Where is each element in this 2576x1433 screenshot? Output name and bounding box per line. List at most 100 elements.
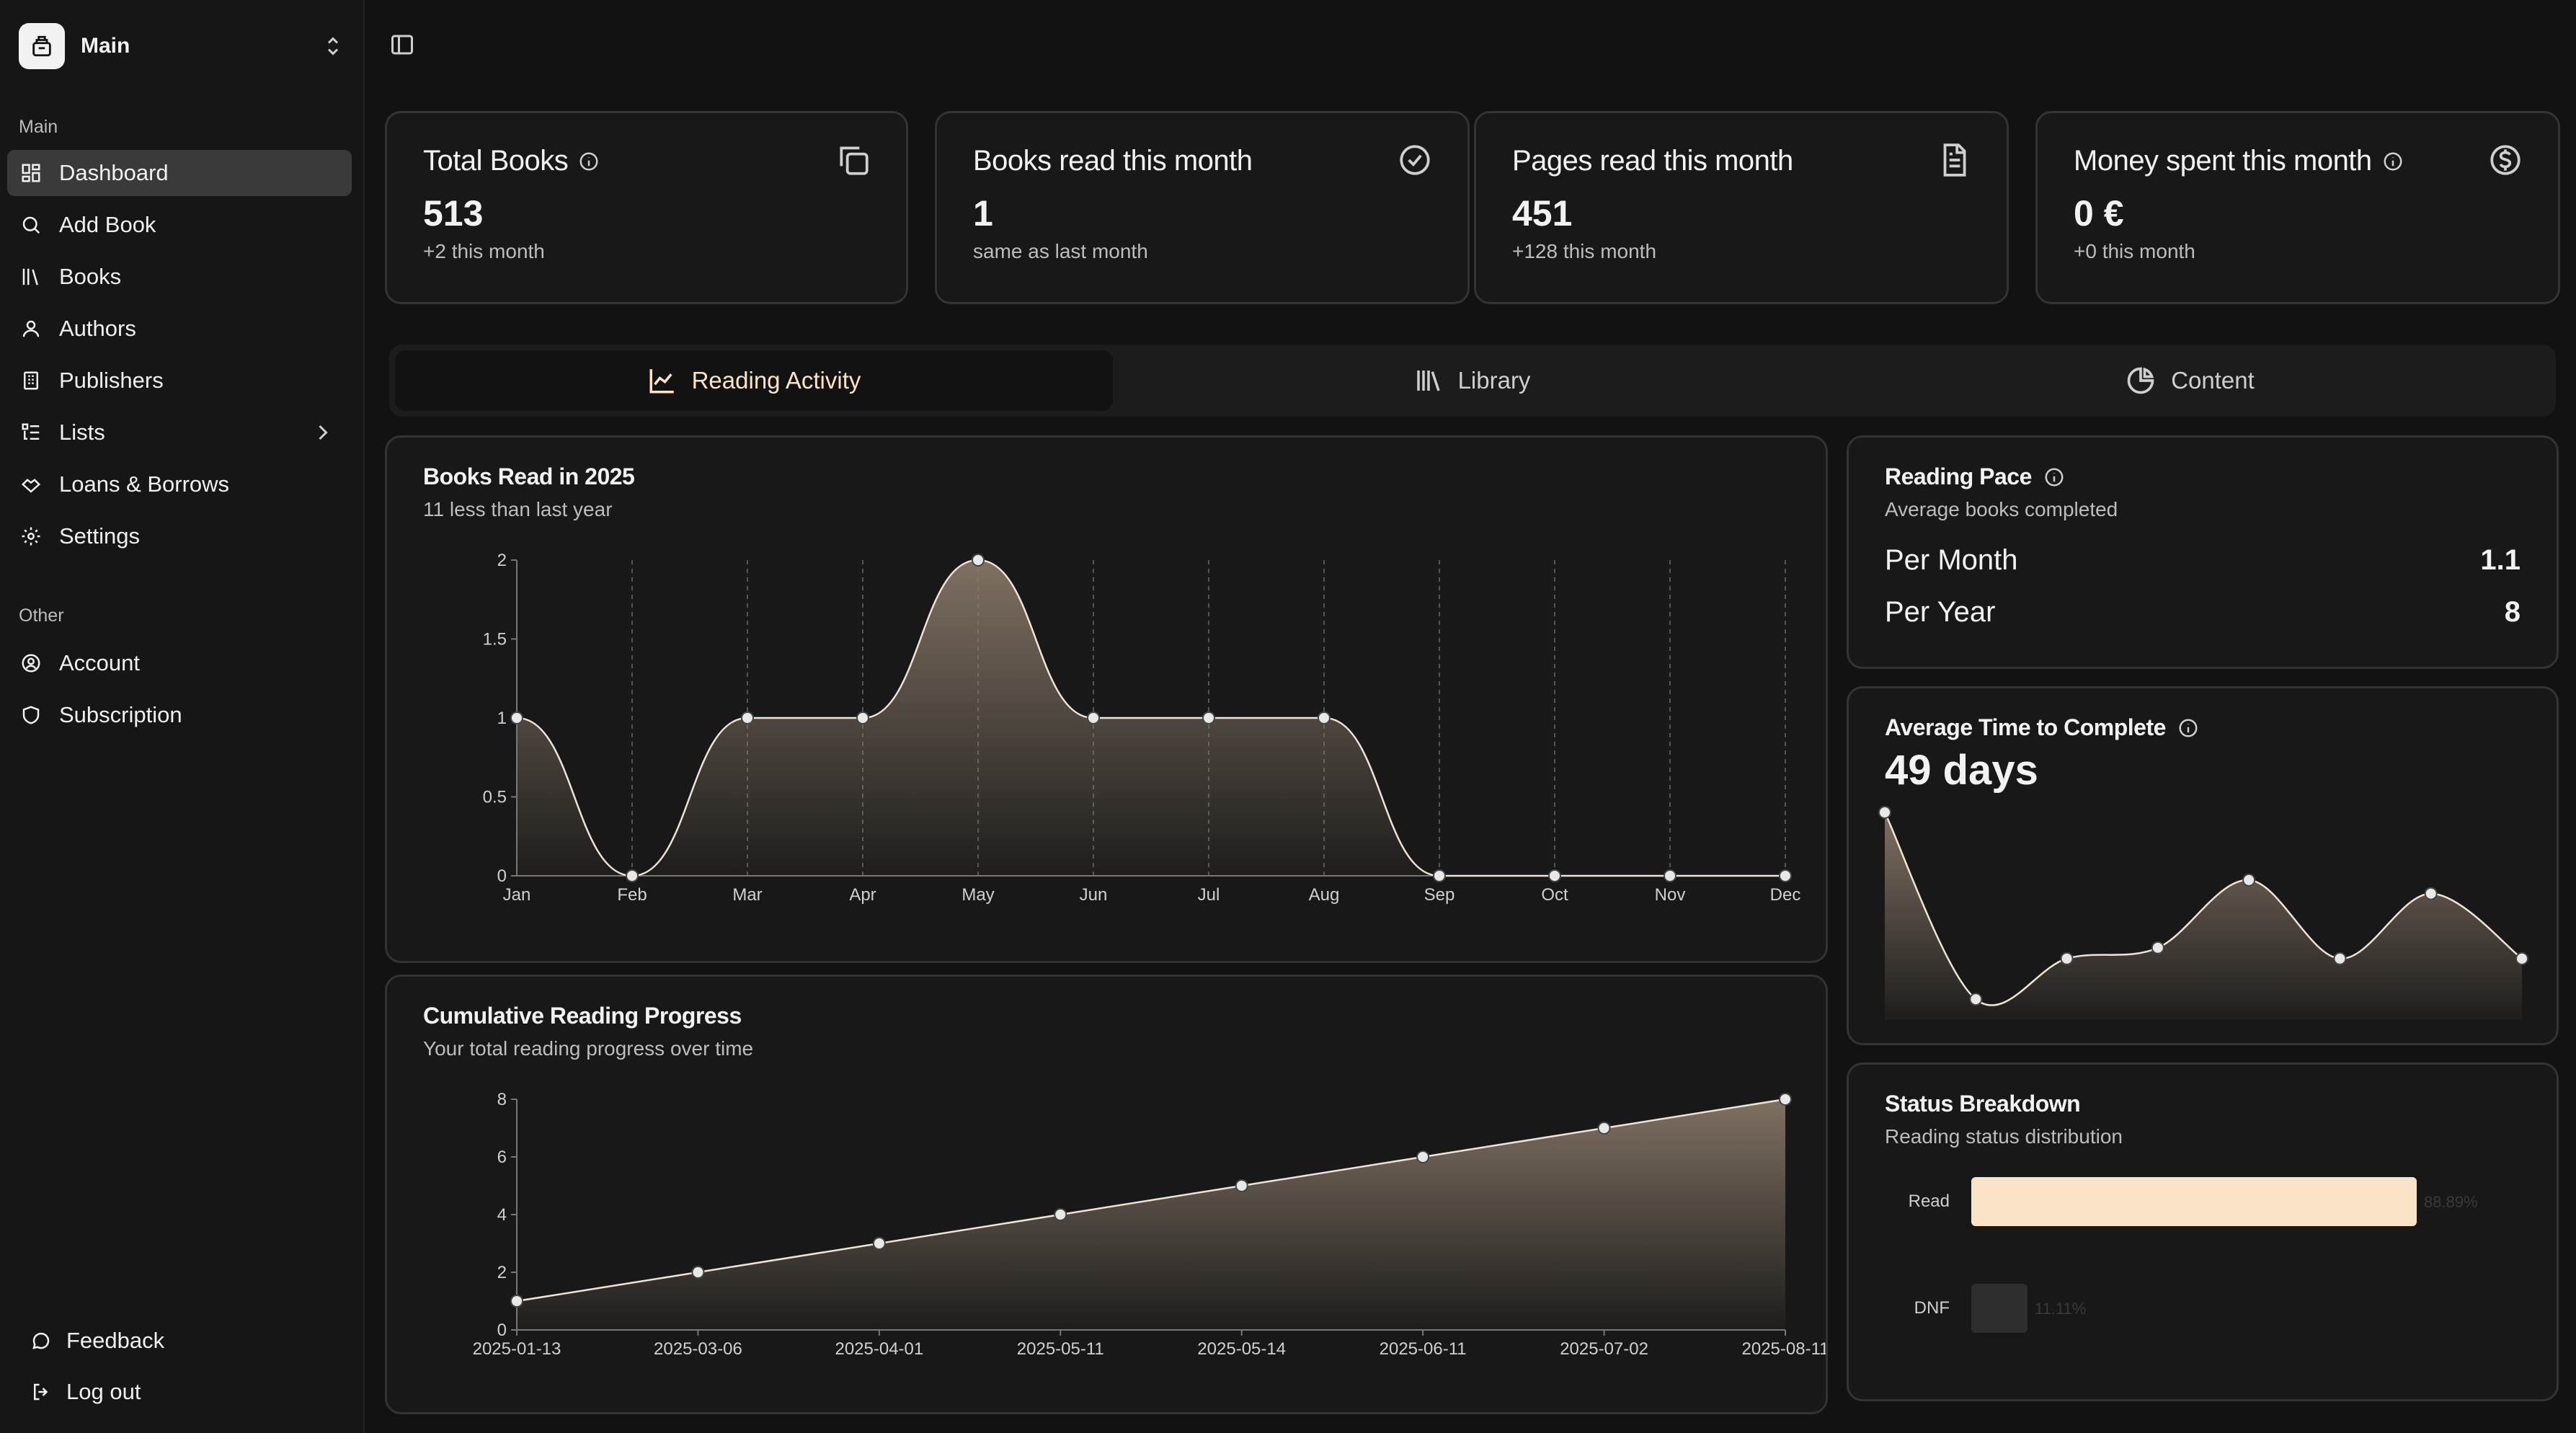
info-icon[interactable] bbox=[2382, 151, 2404, 172]
sidebar-item-lists[interactable]: Lists bbox=[7, 409, 352, 456]
data-point bbox=[1433, 869, 1446, 882]
gear-icon bbox=[19, 524, 43, 549]
card-title: Reading Pace bbox=[1885, 463, 2065, 490]
pace-row-month: Per Month 1.1 bbox=[1885, 544, 2521, 577]
data-point bbox=[691, 1266, 705, 1279]
data-point bbox=[2060, 951, 2074, 965]
card-title: Cumulative Reading Progress bbox=[423, 1003, 742, 1029]
series-line bbox=[516, 1098, 1786, 1303]
reading-pace-card: Reading Pace Average books completed Per… bbox=[1847, 435, 2559, 669]
workspace-name: Main bbox=[81, 34, 130, 58]
x-tick-label: Jul bbox=[1198, 885, 1220, 905]
pace-label: Per Month bbox=[1885, 544, 2018, 576]
data-point bbox=[510, 1295, 523, 1308]
workspace-switcher[interactable]: Main bbox=[19, 23, 346, 69]
info-icon[interactable] bbox=[2043, 466, 2065, 488]
sidebar-item-books[interactable]: Books bbox=[7, 254, 352, 300]
data-point bbox=[856, 711, 869, 724]
sidebar-toggle-icon[interactable] bbox=[389, 32, 415, 58]
list-icon bbox=[19, 420, 43, 445]
y-tick-label: 0.5 bbox=[483, 788, 507, 807]
stat-title: Pages read this month bbox=[1512, 145, 1793, 177]
data-point bbox=[2151, 941, 2164, 954]
card-subtitle: 11 less than last year bbox=[423, 498, 613, 520]
stat-card-pages-read-month: Pages read this month 451 +128 this mont… bbox=[1474, 111, 2009, 304]
dashboard-icon bbox=[19, 161, 43, 185]
stat-value: 451 bbox=[1512, 193, 1573, 234]
workspace-logo-icon bbox=[19, 23, 65, 69]
avg-time-value: 49 days bbox=[1885, 747, 2038, 794]
tab-library[interactable]: Library bbox=[1113, 350, 1831, 411]
stat-title-text: Total Books bbox=[423, 145, 569, 177]
x-tick-label: Jun bbox=[1080, 885, 1108, 905]
card-title: Books Read in 2025 bbox=[423, 463, 635, 489]
stat-sub: same as last month bbox=[973, 240, 1148, 262]
tab-label: Library bbox=[1457, 367, 1531, 394]
stat-title: Money spent this month bbox=[2074, 145, 2404, 177]
x-tick-label: May bbox=[961, 885, 994, 905]
cumulative-chart: 0 2 4 6 8 2025-01-13 2025-03-06 2025-04-01 2025-… bbox=[473, 1090, 1826, 1359]
pace-value: 8 bbox=[2504, 596, 2521, 628]
x-tick-label: 2025-07-02 bbox=[1560, 1339, 1648, 1359]
sidebar-item-label: Dashboard bbox=[59, 160, 169, 185]
sidebar-item-dashboard[interactable]: Dashboard bbox=[7, 150, 352, 196]
bar-read bbox=[1971, 1177, 2417, 1226]
sidebar-item-loans-borrows[interactable]: Loans & Borrows bbox=[7, 461, 352, 507]
x-tick-label: Oct bbox=[1541, 885, 1568, 905]
stat-sub: +128 this month bbox=[1512, 240, 1657, 262]
status-breakdown-card: Status Breakdown Reading status distribu… bbox=[1847, 1062, 2559, 1401]
sidebar-item-add-book[interactable]: Add Book bbox=[7, 202, 352, 248]
tab-label: Content bbox=[2171, 367, 2255, 394]
data-point bbox=[1202, 711, 1215, 724]
sidebar-item-authors[interactable]: Authors bbox=[7, 306, 352, 352]
chart-line-icon bbox=[647, 365, 678, 396]
avg-time-chart bbox=[1878, 806, 2528, 1020]
info-icon[interactable] bbox=[578, 151, 600, 172]
sidebar-item-publishers[interactable]: Publishers bbox=[7, 358, 352, 404]
message-icon bbox=[29, 1328, 53, 1353]
pace-value: 1.1 bbox=[2480, 544, 2521, 576]
sidebar-item-subscription[interactable]: Subscription bbox=[7, 692, 352, 738]
tab-reading-activity[interactable]: Reading Activity bbox=[395, 350, 1113, 411]
card-title-text: Reading Pace bbox=[1885, 463, 2032, 489]
sidebar-item-settings[interactable]: Settings bbox=[7, 513, 352, 559]
data-point bbox=[1664, 869, 1676, 882]
data-point bbox=[1235, 1179, 1248, 1192]
file-text-icon bbox=[1943, 143, 1966, 177]
data-point bbox=[1969, 993, 1983, 1006]
x-tick-label: 2025-08-11 bbox=[1742, 1339, 1826, 1359]
x-tick-label: Feb bbox=[617, 885, 647, 905]
sidebar: Main Main Dashboard Add Book Books Autho… bbox=[0, 0, 365, 1433]
stat-value: 513 bbox=[423, 193, 484, 234]
sidebar-item-label: Publishers bbox=[59, 368, 164, 393]
stat-title-text: Money spent this month bbox=[2074, 145, 2372, 177]
feedback-button[interactable]: Feedback bbox=[29, 1323, 164, 1359]
x-tick-label: Sep bbox=[1424, 885, 1455, 905]
x-tick-label: Jan bbox=[503, 885, 531, 905]
pie-chart-icon bbox=[2125, 365, 2157, 396]
tab-bar: Reading Activity Library Content bbox=[389, 345, 2556, 417]
books-read-card: Books Read in 2025 11 less than last yea… bbox=[385, 435, 1828, 963]
data-point bbox=[2424, 887, 2438, 900]
handshake-icon bbox=[19, 472, 43, 497]
tab-content[interactable]: Content bbox=[1831, 350, 2549, 411]
chevron-right-icon bbox=[319, 425, 328, 440]
logout-button[interactable]: Log out bbox=[29, 1374, 141, 1410]
sidebar-item-label: Loans & Borrows bbox=[59, 471, 230, 497]
data-point bbox=[2242, 873, 2256, 887]
series-line bbox=[516, 559, 1785, 877]
shield-icon bbox=[19, 703, 43, 727]
x-tick-label: 2025-03-06 bbox=[654, 1339, 742, 1359]
x-tick-label: 2025-06-11 bbox=[1380, 1339, 1467, 1359]
x-tick-label: Nov bbox=[1655, 885, 1686, 905]
x-tick-label: Aug bbox=[1309, 885, 1340, 905]
sidebar-item-account[interactable]: Account bbox=[7, 640, 352, 686]
feedback-label: Feedback bbox=[66, 1328, 165, 1353]
info-icon[interactable] bbox=[2177, 717, 2199, 739]
stat-card-money-spent: Money spent this month 0 € +0 this month bbox=[2035, 111, 2560, 304]
y-tick-label: 2 bbox=[497, 551, 507, 570]
y-tick-label: 4 bbox=[497, 1205, 507, 1225]
stat-title: Books read this month bbox=[973, 145, 1253, 177]
stat-card-total-books: Total Books 513 +2 this month bbox=[385, 111, 908, 304]
data-point bbox=[972, 554, 985, 567]
